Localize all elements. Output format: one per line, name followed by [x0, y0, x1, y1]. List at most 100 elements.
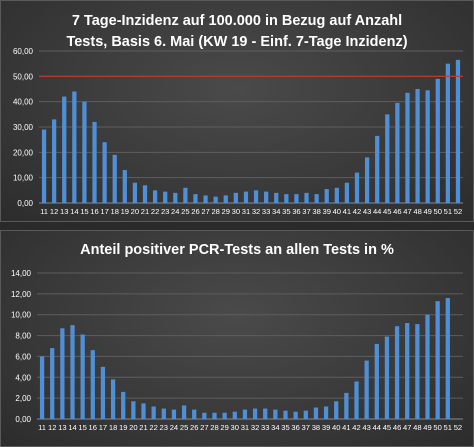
- x-tick-label: 45: [383, 207, 391, 216]
- x-tick-label: 46: [393, 207, 401, 216]
- y-tick-label: 30,00: [13, 123, 34, 132]
- x-tick-label: 41: [343, 207, 351, 216]
- bar: [112, 154, 117, 203]
- x-tick-label: 29: [222, 207, 230, 216]
- x-tick-label: 20: [129, 423, 137, 432]
- x-tick-label: 52: [454, 423, 462, 432]
- y-tick-label: 4,00: [15, 373, 31, 382]
- bar: [364, 360, 369, 419]
- bar: [52, 119, 57, 203]
- x-tick-label: 35: [281, 423, 289, 432]
- bar: [253, 190, 259, 203]
- x-tick-label: 16: [89, 423, 97, 432]
- x-tick-label: 28: [210, 423, 218, 432]
- y-tick-label: 50,00: [13, 72, 34, 81]
- bar: [72, 91, 77, 203]
- bar: [131, 401, 136, 419]
- x-tick-label: 36: [291, 423, 299, 432]
- bar: [394, 326, 400, 419]
- x-tick-label: 22: [149, 423, 157, 432]
- bar: [455, 59, 461, 203]
- bar: [324, 189, 329, 203]
- bar: [354, 172, 360, 203]
- x-tick-label: 19: [121, 207, 129, 216]
- y-tick-label: 2,00: [15, 394, 31, 403]
- x-tick-label: 31: [242, 207, 250, 216]
- x-tick-label: 16: [90, 207, 98, 216]
- bar: [151, 406, 156, 419]
- x-tick-label: 45: [383, 423, 391, 432]
- x-tick-label: 35: [282, 207, 290, 216]
- bar: [273, 409, 278, 419]
- x-tick-label: 43: [362, 423, 370, 432]
- bar: [110, 379, 116, 419]
- x-tick-label: 38: [312, 207, 320, 216]
- x-tick-label: 25: [180, 423, 188, 432]
- bar: [121, 391, 126, 419]
- x-tick-label: 23: [160, 423, 168, 432]
- bar: [284, 194, 289, 203]
- x-tick-label: 50: [434, 207, 442, 216]
- y-tick-label: 6,00: [15, 352, 31, 361]
- bar: [425, 314, 430, 419]
- x-tick-label: 47: [403, 423, 411, 432]
- bar: [364, 157, 370, 203]
- bar: [304, 192, 309, 203]
- bar: [243, 191, 249, 203]
- bar: [213, 196, 218, 203]
- bar: [39, 356, 45, 419]
- bar: [334, 187, 339, 203]
- bar: [264, 191, 269, 203]
- bar: [82, 101, 87, 203]
- bar: [375, 135, 380, 203]
- bar: [274, 192, 279, 203]
- y-tick-label: 10,00: [13, 174, 34, 183]
- x-tick-label: 44: [373, 423, 381, 432]
- bar: [90, 350, 95, 419]
- x-tick-label: 47: [403, 207, 411, 216]
- x-tick-label: 11: [40, 207, 48, 216]
- x-tick-label: 13: [58, 423, 66, 432]
- bar: [161, 408, 166, 419]
- pcr-positive-chart: Anteil positiver PCR-Tests an allen Test…: [11, 242, 463, 432]
- bar: [62, 96, 67, 203]
- x-tick-label: 41: [342, 423, 350, 432]
- bar: [152, 190, 158, 203]
- x-tick-label: 15: [80, 207, 88, 216]
- bar: [242, 409, 248, 419]
- y-tick-label: 8,00: [15, 332, 31, 341]
- bar: [415, 89, 420, 203]
- x-tick-label: 12: [48, 423, 56, 432]
- x-tick-label: 32: [252, 207, 260, 216]
- x-tick-label: 17: [100, 207, 108, 216]
- x-tick-label: 21: [141, 207, 149, 216]
- x-tick-label: 40: [333, 207, 341, 216]
- bar: [223, 195, 228, 203]
- x-tick-label: 25: [181, 207, 189, 216]
- bar: [425, 90, 430, 203]
- chart-title-line: 7 Tage-Inzidenz auf 100.000 in Bezug auf…: [72, 13, 402, 29]
- x-tick-label: 49: [423, 423, 431, 432]
- bar: [385, 114, 390, 203]
- x-tick-label: 40: [332, 423, 340, 432]
- x-tick-label: 50: [433, 423, 441, 432]
- x-tick-label: 32: [251, 423, 259, 432]
- x-tick-label: 49: [423, 207, 431, 216]
- incidence-chart-panel: 7 Tage-Inzidenz auf 100.000 in Bezug auf…: [0, 0, 474, 222]
- pcr-positive-chart-panel: Anteil positiver PCR-Tests an allen Test…: [0, 230, 474, 447]
- y-tick-label: 14,00: [11, 269, 32, 278]
- bar: [232, 411, 237, 419]
- bar: [222, 412, 227, 419]
- x-tick-label: 29: [220, 423, 228, 432]
- x-tick-label: 14: [68, 423, 76, 432]
- x-tick-label: 43: [363, 207, 371, 216]
- y-tick-label: 0,00: [15, 415, 31, 424]
- bar: [181, 405, 187, 419]
- x-tick-label: 11: [38, 423, 46, 432]
- bar: [314, 194, 319, 203]
- bar: [344, 182, 350, 203]
- x-tick-label: 37: [302, 423, 310, 432]
- bar: [294, 194, 299, 203]
- x-tick-label: 33: [261, 423, 269, 432]
- bar: [183, 187, 188, 203]
